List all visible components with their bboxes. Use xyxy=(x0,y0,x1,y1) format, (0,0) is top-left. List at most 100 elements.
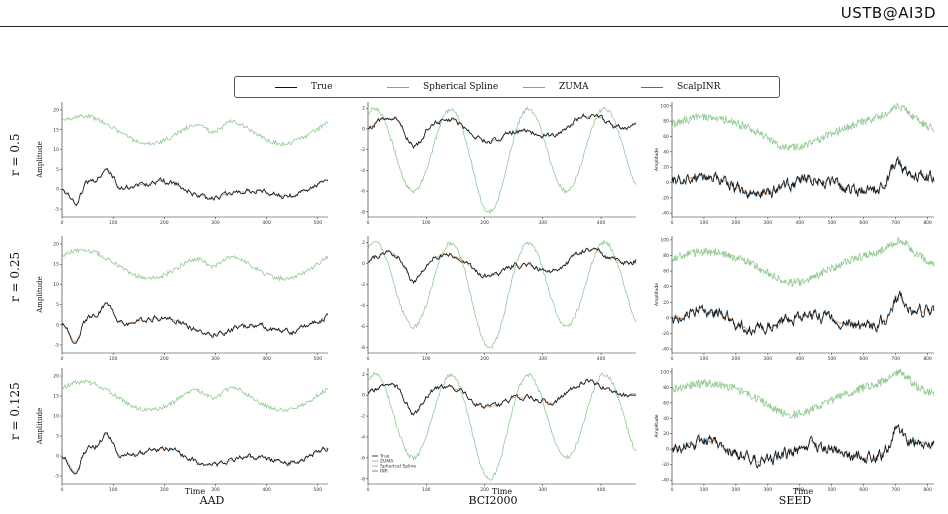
series-scalpinr-line xyxy=(61,431,329,475)
y-tick-label: 20 xyxy=(663,300,669,306)
series-true-line xyxy=(671,156,935,199)
series-zuma-line xyxy=(671,102,935,151)
y-tick-label: 15 xyxy=(53,394,59,400)
y-tick-label: 60 xyxy=(663,134,669,140)
y-tick-label: 10 xyxy=(53,147,59,153)
subplot-2-1: -40 -20 0 20 40 60 80 100 0 100 200 300 400 500 600 700… xyxy=(654,236,935,362)
legend-swatch-spherical-spline xyxy=(387,86,409,88)
series-true-line xyxy=(671,290,935,336)
x-tick-label: 100 xyxy=(109,356,118,362)
x-tick-label: 400 xyxy=(262,220,271,226)
x-tick-label: 500 xyxy=(313,220,322,226)
y-tick-label: 2 xyxy=(362,240,365,246)
series-true-line xyxy=(367,113,637,150)
y-tick-label: 0 xyxy=(56,454,59,460)
y-tick-label: 2 xyxy=(362,372,365,378)
x-tick-label: 0 xyxy=(367,356,370,362)
y-tick-label: 20 xyxy=(663,431,669,437)
series-zuma-line xyxy=(62,113,329,147)
inset-legend-label: ZUMA xyxy=(380,459,394,465)
y-tick-label: 0 xyxy=(362,126,365,132)
y-tick-label: 40 xyxy=(663,149,669,155)
y-tick-label: -20 xyxy=(662,331,669,337)
legend-item-scalpinr: ScalpINR xyxy=(641,77,720,97)
y-tick-label: 15 xyxy=(53,262,59,268)
x-tick-label: 300 xyxy=(538,487,547,493)
legend-item-zuma: ZUMA xyxy=(523,77,589,97)
y-tick-label: 80 xyxy=(663,385,669,391)
y-tick-label: 60 xyxy=(663,269,669,275)
header-brand: USTB@AI3D xyxy=(840,4,936,22)
x-tick-label: 600 xyxy=(859,356,868,362)
y-tick-label: 10 xyxy=(53,282,59,288)
y-axis-title: Amplitude xyxy=(654,283,660,306)
series-zuma-line xyxy=(671,236,935,288)
x-tick-label: 400 xyxy=(597,356,606,362)
y-tick-label: 0 xyxy=(362,261,365,267)
y-tick-label: -2 xyxy=(361,282,366,288)
x-tick-label: 700 xyxy=(891,220,900,226)
subplot-2-0: -40 -20 0 20 40 60 80 100 0 100 200 300 400 500 600 700… xyxy=(654,102,935,226)
x-tick-label: 300 xyxy=(211,487,220,493)
y-tick-label: -5 xyxy=(55,207,60,213)
x-tick-label: 400 xyxy=(796,356,805,362)
header-rule xyxy=(0,26,948,27)
x-tick-label: 600 xyxy=(859,487,868,493)
x-tick-label: 400 xyxy=(796,220,805,226)
series-spherical-spline-line xyxy=(367,248,637,283)
y-tick-label: -20 xyxy=(662,462,669,468)
series-zuma-line xyxy=(367,371,637,481)
x-tick-label: 300 xyxy=(764,487,773,493)
y-tick-label: 0 xyxy=(56,187,59,193)
x-tick-label: 400 xyxy=(796,487,805,493)
legend-label-spherical-spline: Spherical Spline xyxy=(423,82,499,92)
y-axis-title: Amplitude xyxy=(36,276,44,314)
series-spherical-spline-line xyxy=(61,433,329,473)
x-tick-label: 200 xyxy=(732,220,741,226)
subplot-1-0: -8 -6 -4 -2 0 2 0 100 200 300 400 xyxy=(361,102,637,226)
y-axis-title: Amplitude xyxy=(654,414,660,437)
y-tick-label: 40 xyxy=(663,284,669,290)
y-tick-label: 0 xyxy=(666,180,669,186)
x-tick-label: 500 xyxy=(827,487,836,493)
x-tick-label: 0 xyxy=(671,356,674,362)
legend-label-zuma: ZUMA xyxy=(559,82,589,92)
x-tick-label: 200 xyxy=(160,487,169,493)
series-spherical-spline-line xyxy=(671,425,935,464)
y-tick-label: 20 xyxy=(53,374,59,380)
x-tick-label: 500 xyxy=(827,356,836,362)
y-tick-label: 0 xyxy=(666,315,669,321)
x-tick-label: 700 xyxy=(891,487,900,493)
series-true-line xyxy=(61,302,329,344)
y-tick-label: 5 xyxy=(56,302,59,308)
y-tick-label: 100 xyxy=(660,103,669,109)
y-tick-label: 20 xyxy=(663,165,669,171)
y-tick-label: 100 xyxy=(660,237,669,243)
x-tick-label: 200 xyxy=(480,356,489,362)
series-true-line xyxy=(671,424,935,469)
x-tick-label: 0 xyxy=(671,220,674,226)
y-axis-title: Amplitude xyxy=(36,408,44,446)
x-axis-title: Time xyxy=(185,487,205,496)
x-tick-label: 200 xyxy=(732,356,741,362)
subplot-2-2: -40 -20 0 20 40 60 80 100 0 100 200 300 400 500 600 700… xyxy=(654,368,935,496)
y-tick-label: 0 xyxy=(362,393,365,399)
y-axis-title: Amplitude xyxy=(654,148,660,171)
x-tick-label: 0 xyxy=(61,220,64,226)
y-tick-label: -8 xyxy=(361,345,366,351)
x-tick-label: 500 xyxy=(827,220,836,226)
x-tick-label: 800 xyxy=(923,356,932,362)
series-zuma-line xyxy=(61,247,329,282)
y-tick-label: -4 xyxy=(361,168,366,174)
series-scalpinr-line xyxy=(671,423,935,469)
x-tick-label: 100 xyxy=(700,356,709,362)
x-tick-label: 500 xyxy=(313,356,322,362)
x-tick-label: 200 xyxy=(480,220,489,226)
x-tick-label: 800 xyxy=(923,487,932,493)
series-scalpinr-line xyxy=(671,291,935,335)
y-tick-label: -6 xyxy=(361,324,366,330)
y-tick-label: -8 xyxy=(361,476,366,482)
y-tick-label: -4 xyxy=(361,434,366,440)
